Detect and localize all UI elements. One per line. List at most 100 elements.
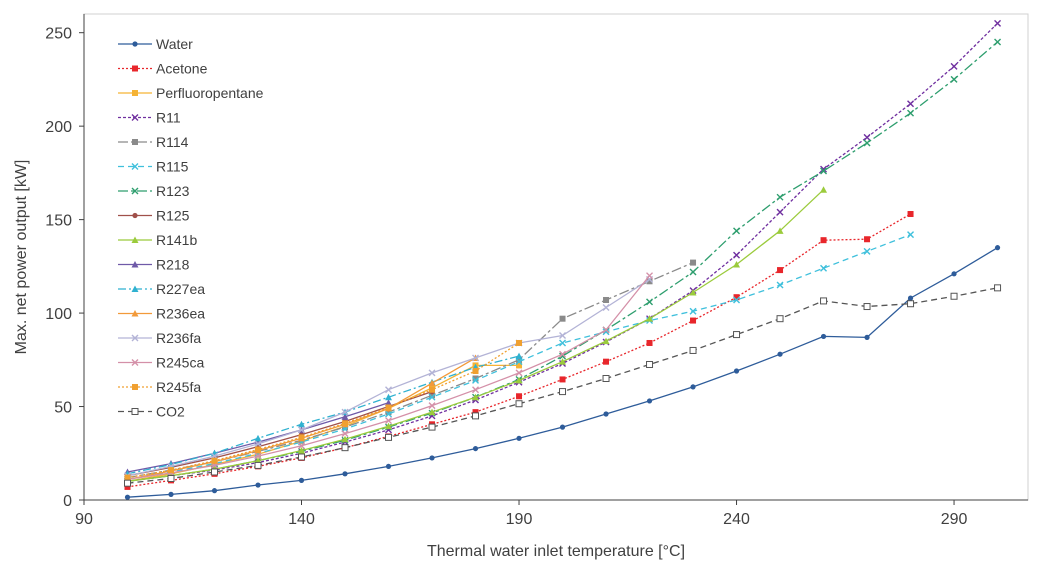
data-point xyxy=(690,384,696,390)
legend-label: R236fa xyxy=(156,330,201,346)
legend-item: R236ea xyxy=(118,306,205,322)
data-point xyxy=(820,186,828,193)
data-point xyxy=(907,295,914,301)
data-point xyxy=(516,339,523,346)
data-point xyxy=(776,315,784,323)
x-axis-title: Thermal water inlet temperature [°C] xyxy=(427,543,685,560)
data-point xyxy=(516,435,522,441)
series-r141b xyxy=(124,186,828,485)
legend-label: R245fa xyxy=(156,379,201,395)
data-point xyxy=(733,296,741,304)
legend-item: R125 xyxy=(118,208,190,224)
legend-item: R227ea xyxy=(118,281,205,297)
legend-marker xyxy=(132,90,138,96)
legend-label: R236ea xyxy=(156,306,205,322)
data-point xyxy=(255,482,261,488)
data-point xyxy=(385,463,392,469)
data-point xyxy=(515,376,523,384)
data-point xyxy=(211,457,218,464)
legend-marker xyxy=(131,408,139,415)
legend-item: Water xyxy=(118,36,193,52)
legend-marker xyxy=(131,310,139,317)
data-point xyxy=(559,315,566,322)
data-point xyxy=(559,358,567,365)
data-point xyxy=(994,38,1002,46)
data-point xyxy=(994,19,1002,27)
series-line xyxy=(127,189,824,482)
data-point xyxy=(950,62,958,70)
data-point xyxy=(254,434,262,442)
data-point xyxy=(254,452,262,460)
data-point xyxy=(646,360,654,368)
data-point xyxy=(689,289,697,296)
data-point xyxy=(864,236,871,243)
legend-item: R114 xyxy=(118,134,189,150)
data-point xyxy=(385,417,393,425)
data-point xyxy=(733,294,740,301)
data-point xyxy=(385,433,393,441)
legend-label: R227ea xyxy=(156,281,205,297)
series-water xyxy=(124,245,1001,500)
x-tick-label: 190 xyxy=(506,511,533,528)
data-point xyxy=(776,227,784,234)
data-point xyxy=(602,303,610,311)
data-point xyxy=(559,339,567,347)
data-point xyxy=(820,165,828,173)
data-point xyxy=(559,332,567,340)
data-point xyxy=(559,352,567,360)
data-point xyxy=(820,167,828,175)
data-point xyxy=(602,326,610,334)
data-point xyxy=(820,264,828,272)
data-point xyxy=(298,453,306,461)
data-point xyxy=(733,331,741,339)
data-point xyxy=(864,334,870,340)
legend-label: Acetone xyxy=(156,61,208,77)
legend-label: R141b xyxy=(156,232,197,248)
legend-label: R123 xyxy=(156,183,190,199)
y-tick-label: 50 xyxy=(54,400,72,417)
data-point xyxy=(515,352,523,360)
data-point xyxy=(516,393,523,400)
data-point xyxy=(603,296,610,303)
series-co2 xyxy=(124,284,1002,487)
legend-label: R114 xyxy=(156,134,189,150)
data-point xyxy=(298,442,306,450)
data-point xyxy=(341,430,349,438)
data-point xyxy=(429,386,436,393)
data-point xyxy=(515,369,523,377)
legend-marker xyxy=(132,384,138,390)
x-tick-label: 240 xyxy=(723,511,750,528)
data-point xyxy=(515,400,523,408)
data-point xyxy=(428,423,436,431)
data-point xyxy=(255,446,262,453)
data-point xyxy=(341,413,349,420)
data-point xyxy=(428,402,436,410)
legend-item: R141b xyxy=(118,232,197,248)
data-point xyxy=(733,368,740,374)
data-point xyxy=(428,393,436,401)
data-point xyxy=(602,375,610,382)
data-point xyxy=(298,426,306,434)
data-point xyxy=(646,278,653,285)
data-point xyxy=(385,422,393,430)
legend-marker xyxy=(131,261,139,268)
data-point xyxy=(385,399,393,406)
legend-label: R245ca xyxy=(156,355,204,371)
data-point xyxy=(341,444,349,452)
data-point xyxy=(907,300,915,308)
legend-item: R11 xyxy=(118,110,181,126)
data-point xyxy=(776,193,784,201)
data-point xyxy=(559,424,566,430)
y-tick-label: 200 xyxy=(45,119,72,136)
series-line xyxy=(127,342,520,479)
data-point xyxy=(950,75,958,83)
data-point xyxy=(646,272,654,280)
data-point xyxy=(516,356,523,363)
data-point xyxy=(603,358,610,365)
data-point xyxy=(690,259,697,266)
data-point xyxy=(211,468,219,476)
data-point xyxy=(124,474,131,481)
data-point xyxy=(516,362,523,369)
data-point xyxy=(777,267,784,274)
data-point xyxy=(907,109,915,117)
